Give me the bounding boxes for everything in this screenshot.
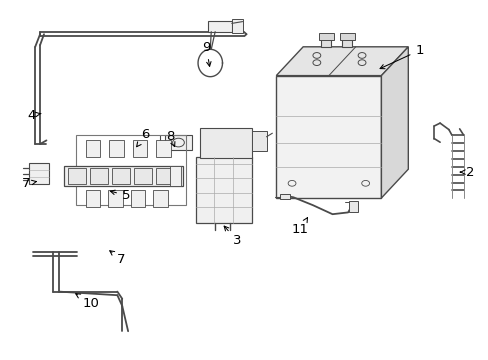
- Bar: [165, 135, 192, 150]
- Bar: [29, 163, 49, 184]
- Text: 5: 5: [110, 189, 130, 202]
- Bar: [68, 168, 85, 184]
- Bar: [321, 38, 330, 47]
- Polygon shape: [276, 76, 381, 198]
- Bar: [195, 157, 251, 223]
- Bar: [85, 140, 100, 157]
- Bar: [339, 33, 354, 40]
- Text: 6: 6: [136, 129, 150, 147]
- Bar: [76, 135, 185, 205]
- Bar: [90, 168, 107, 184]
- Bar: [156, 140, 170, 157]
- Text: 10: 10: [76, 294, 99, 310]
- Text: 9: 9: [202, 41, 211, 66]
- Bar: [318, 33, 333, 40]
- Bar: [153, 190, 167, 207]
- Bar: [132, 140, 147, 157]
- Text: 7: 7: [109, 251, 125, 266]
- Text: 2: 2: [460, 166, 474, 179]
- Bar: [85, 190, 100, 207]
- Text: 7: 7: [22, 177, 37, 190]
- Bar: [134, 168, 151, 184]
- Bar: [130, 190, 145, 207]
- Bar: [342, 38, 351, 47]
- Text: 4: 4: [27, 109, 41, 122]
- Bar: [200, 128, 251, 158]
- Text: 1: 1: [379, 44, 423, 69]
- Bar: [108, 190, 122, 207]
- Text: 3: 3: [224, 226, 241, 247]
- Bar: [170, 166, 181, 186]
- Bar: [112, 168, 129, 184]
- Text: 11: 11: [291, 217, 308, 236]
- Bar: [348, 201, 357, 212]
- Text: 8: 8: [165, 130, 175, 147]
- Bar: [279, 194, 290, 199]
- Polygon shape: [276, 47, 407, 76]
- Bar: [251, 131, 266, 151]
- Bar: [63, 166, 183, 186]
- Bar: [156, 168, 173, 184]
- Polygon shape: [381, 47, 407, 198]
- Bar: [109, 140, 123, 157]
- Bar: [231, 19, 242, 33]
- Bar: [208, 21, 231, 32]
